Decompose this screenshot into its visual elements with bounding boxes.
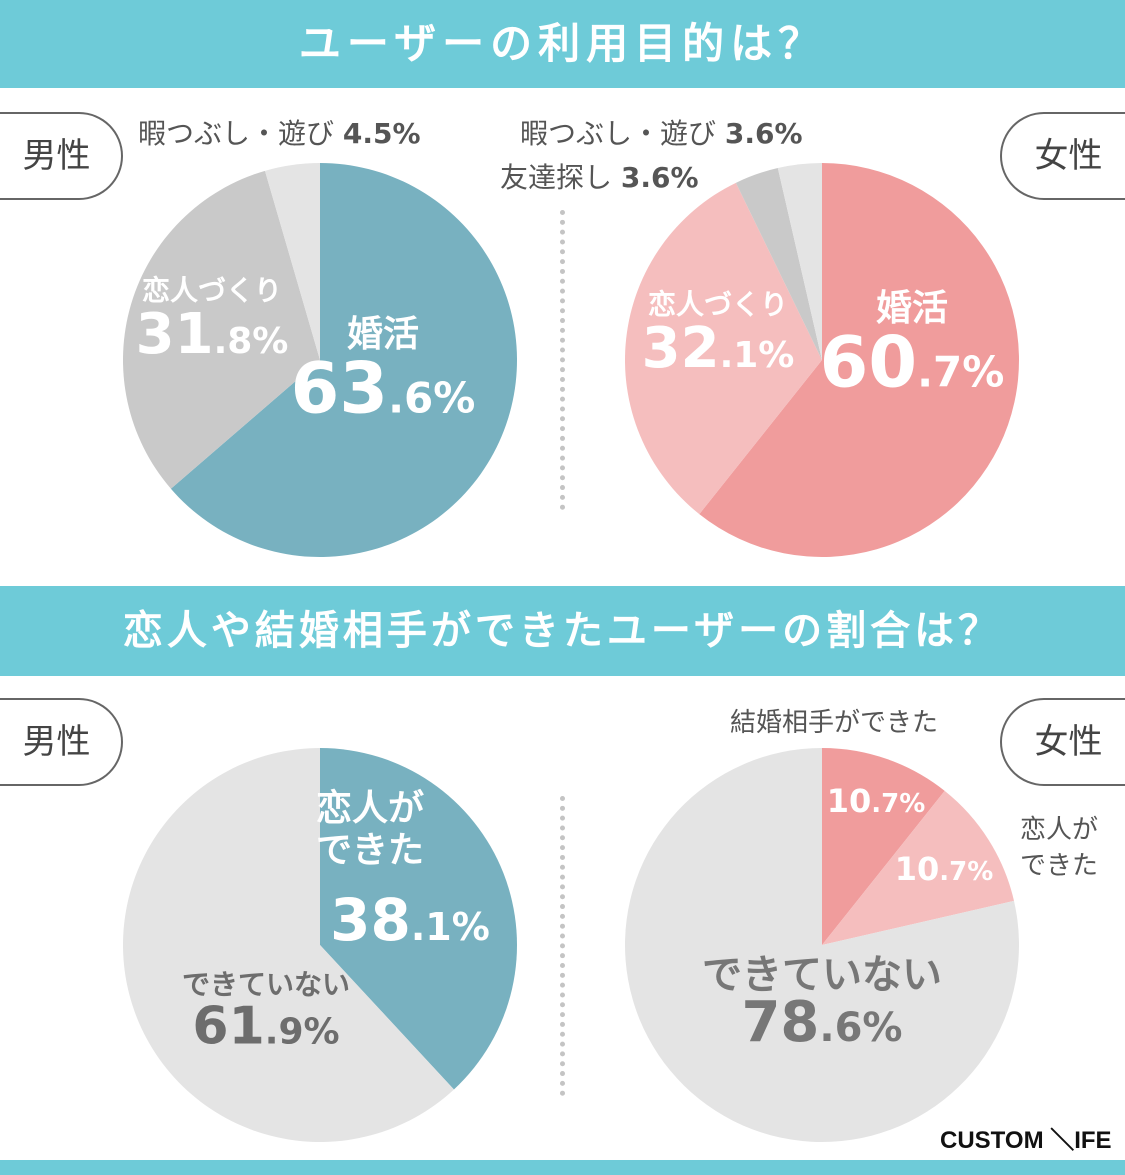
female-tag-bottom: 女性 <box>1000 698 1125 786</box>
pie-3-slice-2 <box>624 748 1019 1142</box>
pie-1-slice-1 <box>625 182 822 515</box>
pie-3-slice-1 <box>822 790 1014 945</box>
pie-2-slice-0 <box>320 748 517 1090</box>
pie-3-slice-0 <box>822 748 945 945</box>
pie-1-value-0: 60.7% <box>820 322 1005 404</box>
pie-0-value-1: 31.8% <box>136 302 289 367</box>
divider-top <box>560 210 565 510</box>
brand-logo: CUSTOM ＼IFE <box>940 1127 1112 1154</box>
pie-1-slice-3 <box>777 163 822 360</box>
female-married-note: 結婚相手ができた <box>730 708 939 738</box>
male-leisure-note: 暇つぶし・遊び 4.5% <box>138 117 421 150</box>
pie-0-slice-0 <box>170 163 517 558</box>
divider-bottom <box>560 796 565 1096</box>
pie-1-slice-2 <box>735 168 822 360</box>
pie-2-slice-1 <box>122 748 454 1142</box>
pie-2-name-1: できていない <box>182 968 350 1001</box>
male-tag-top: 男性 <box>0 112 123 200</box>
pie-0-value-0: 63.6% <box>291 348 476 430</box>
pie-3-value-0: 10.7% <box>827 782 926 820</box>
pie-2-value-0: 38.1% <box>330 886 490 954</box>
pie-2-value-1: 61.9% <box>192 996 339 1056</box>
section-title-partner-rate: 恋人や結婚相手ができたユーザーの割合は？ <box>0 586 1125 676</box>
pie-3-label-1: 10.7% <box>895 850 994 888</box>
pie-3-value-1: 10.7% <box>895 850 994 888</box>
pie-1-name-0: 婚活 <box>876 288 948 329</box>
pie-2-name-0-line-0: 恋人が <box>316 787 424 829</box>
female-friends-note: 友達探し 3.6% <box>500 161 699 194</box>
female-lover-note: 恋人が できた <box>1020 815 1099 881</box>
pie-1-value-1: 32.1% <box>642 316 795 381</box>
pie-1-slice-0 <box>699 163 1019 557</box>
pie-3-label-0: 10.7% <box>827 782 926 820</box>
female-tag-top: 女性 <box>1000 112 1125 200</box>
male-tag-bottom: 男性 <box>0 698 123 786</box>
pie-2-name-0-line-1: できた <box>316 830 424 871</box>
female-leisure-note: 暇つぶし・遊び 3.6% <box>520 117 803 150</box>
pie-1-name-1: 恋人づくり <box>648 288 788 321</box>
bottom-strip <box>0 1160 1125 1175</box>
pie-0-slice-2 <box>264 163 320 360</box>
pie-3-value-2: 78.6% <box>741 990 902 1055</box>
pie-0-slice-1 <box>123 170 321 489</box>
pie-3-name-2: できていない <box>702 952 942 998</box>
section-title-usage-purpose: ユーザーの利用目的は？ <box>0 0 1125 88</box>
pie-0-name-1: 恋人づくり <box>142 274 282 307</box>
pie-0-name-0: 婚活 <box>347 314 419 355</box>
